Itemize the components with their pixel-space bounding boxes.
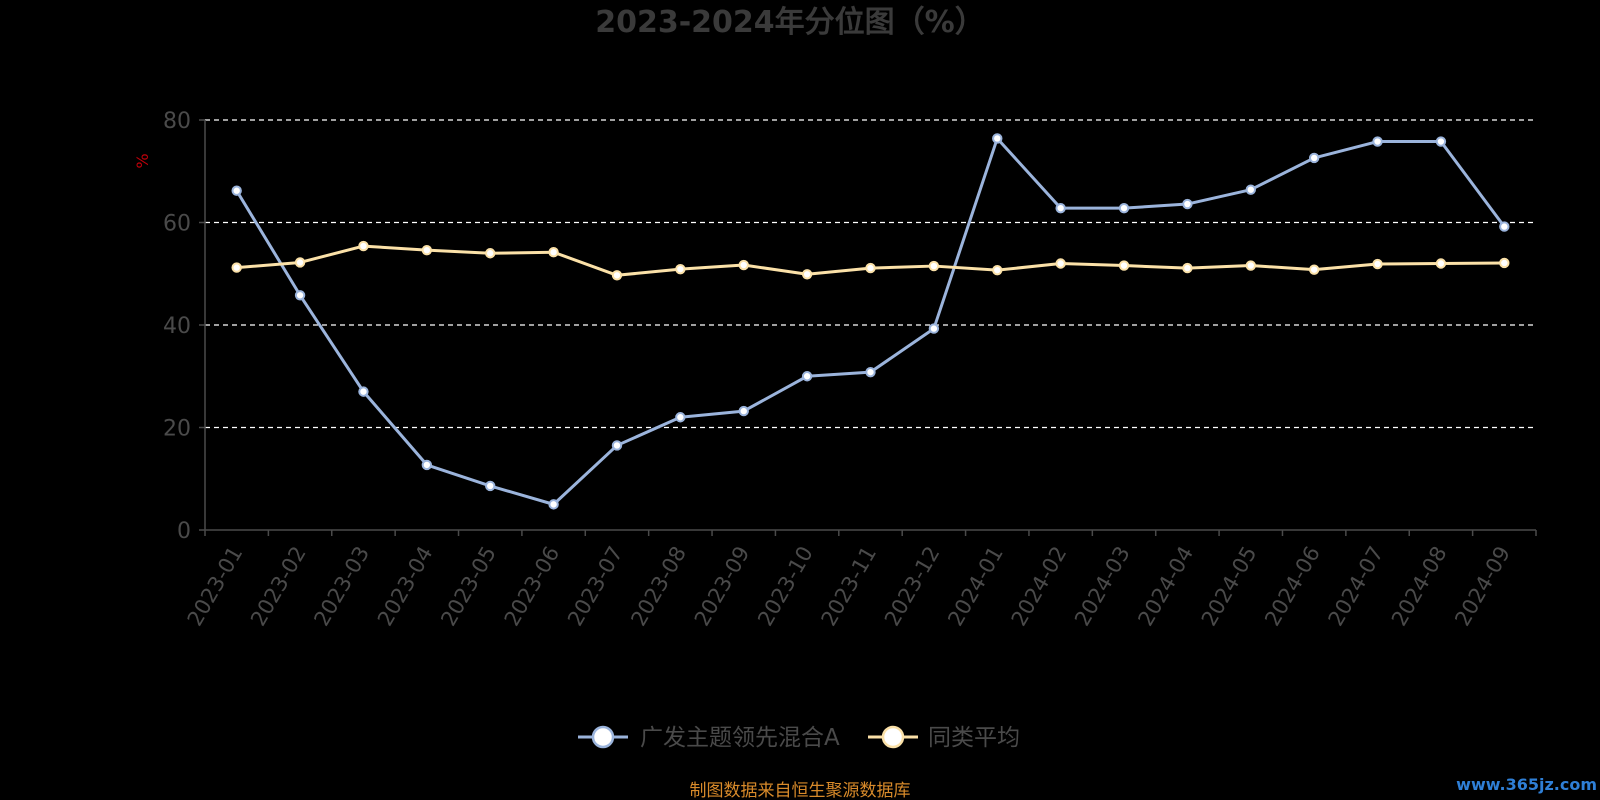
x-tick-label-2023-01: 2023-01 xyxy=(183,542,248,630)
y-tick-label-20: 20 xyxy=(163,417,191,442)
data-point xyxy=(485,480,496,492)
data-point xyxy=(421,459,433,471)
x-tick-label-2023-10: 2023-10 xyxy=(753,542,818,630)
y-tick-label-40: 40 xyxy=(163,314,191,339)
data-point xyxy=(548,499,559,510)
watermark: www.365jz.com xyxy=(1456,775,1597,794)
x-tick-label-2023-07: 2023-07 xyxy=(563,542,628,630)
x-tick-label-2024-08: 2024-08 xyxy=(1387,542,1452,630)
data-point xyxy=(1435,258,1447,269)
x-tick-label-2023-05: 2023-05 xyxy=(436,542,501,630)
y-axis-unit-label: % xyxy=(133,153,152,168)
data-point xyxy=(231,185,242,196)
data-point xyxy=(1372,258,1383,270)
data-point xyxy=(1308,152,1320,164)
data-point xyxy=(611,270,623,281)
data-point xyxy=(801,269,813,280)
legend: 广发主题领先混合A 同类平均 xyxy=(578,725,1020,751)
data-point xyxy=(1055,202,1066,214)
x-tick-label-2024-03: 2024-03 xyxy=(1070,542,1135,630)
data-point xyxy=(1182,262,1193,274)
x-tick-label-2023-03: 2023-03 xyxy=(309,542,374,630)
series-2 xyxy=(231,240,1510,281)
x-tick-label-2024-09: 2024-09 xyxy=(1450,542,1515,630)
data-point xyxy=(738,405,749,417)
data-point xyxy=(865,262,876,274)
x-tick-label-2023-02: 2023-02 xyxy=(246,542,311,630)
data-point xyxy=(611,440,623,451)
x-tick-label-2024-01: 2024-01 xyxy=(943,542,1008,630)
data-point xyxy=(358,240,369,252)
source-note: 制图数据来自恒生聚源数据库 xyxy=(690,781,911,800)
data-point xyxy=(675,412,686,423)
y-axis-ticks: 0 20 40 60 80 xyxy=(163,109,205,544)
data-point xyxy=(675,263,686,275)
data-point xyxy=(1308,264,1320,275)
x-tick-label-2023-08: 2023-08 xyxy=(626,542,691,630)
data-point xyxy=(1245,184,1256,195)
data-point xyxy=(1372,136,1383,147)
chart-title: 2023-2024年分位图（%） xyxy=(595,5,985,40)
y-tick-label-60: 60 xyxy=(163,212,191,237)
x-tick-label-2023-04: 2023-04 xyxy=(373,542,438,630)
legend-marker-icon xyxy=(591,725,615,749)
data-point xyxy=(421,244,433,256)
data-point xyxy=(1118,260,1130,271)
y-tick-label-80: 80 xyxy=(163,109,191,134)
data-point xyxy=(801,371,813,382)
data-point xyxy=(992,264,1003,276)
x-axis-ticks: 2023-012023-022023-032023-042023-052023-… xyxy=(183,530,1537,630)
data-point xyxy=(1499,221,1510,232)
data-point xyxy=(992,133,1003,144)
data-point xyxy=(928,260,940,272)
series-1 xyxy=(231,133,1510,510)
legend-label: 同类平均 xyxy=(928,725,1020,751)
x-tick-label-2024-07: 2024-07 xyxy=(1324,542,1389,630)
data-point xyxy=(1118,202,1130,214)
x-tick-label-2023-09: 2023-09 xyxy=(690,542,755,630)
x-tick-label-2024-04: 2024-04 xyxy=(1133,542,1198,630)
series-lines xyxy=(231,133,1510,510)
data-point xyxy=(1435,136,1447,147)
data-point xyxy=(1245,260,1256,271)
data-point xyxy=(1055,258,1066,269)
series-line-1 xyxy=(235,136,1506,506)
x-tick-label-2023-12: 2023-12 xyxy=(880,542,945,630)
x-tick-label-2024-05: 2024-05 xyxy=(1197,542,1262,630)
data-point xyxy=(358,386,369,397)
data-point xyxy=(231,262,242,273)
data-point xyxy=(294,290,306,301)
data-point xyxy=(294,257,306,268)
x-tick-label-2024-06: 2024-06 xyxy=(1260,542,1325,630)
grid-lines xyxy=(205,119,1536,429)
data-point xyxy=(485,248,496,259)
y-tick-label-0: 0 xyxy=(177,519,191,544)
data-point xyxy=(738,259,749,271)
x-tick-label-2024-02: 2024-02 xyxy=(1007,542,1072,630)
legend-item-2[interactable]: 同类平均 xyxy=(868,725,1020,751)
data-point xyxy=(1182,198,1193,210)
legend-label: 广发主题领先混合A xyxy=(640,725,840,751)
data-point xyxy=(865,366,876,378)
legend-item-1[interactable]: 广发主题领先混合A xyxy=(578,725,840,751)
legend-marker-icon xyxy=(881,725,905,749)
data-point xyxy=(928,323,940,334)
x-tick-label-2023-06: 2023-06 xyxy=(500,542,565,630)
data-point xyxy=(548,247,559,258)
data-point xyxy=(1499,257,1510,269)
x-tick-label-2023-11: 2023-11 xyxy=(817,542,882,630)
